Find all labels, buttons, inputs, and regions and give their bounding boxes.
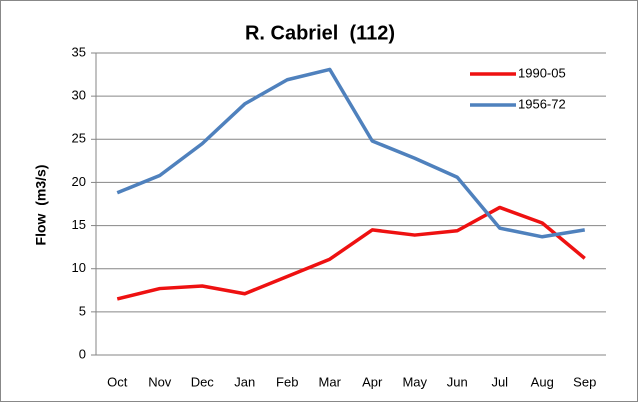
y-tick-label: 15 [72, 217, 86, 232]
y-tick-label: 5 [79, 303, 86, 318]
chart-title: R. Cabriel (112) [245, 22, 395, 44]
y-tick-label: 35 [72, 44, 86, 59]
y-tick-label: 30 [72, 88, 86, 103]
x-tick-label: Feb [276, 374, 298, 389]
x-tick-label: Nov [148, 374, 172, 389]
series-line [116, 205, 586, 301]
series-line [116, 67, 586, 239]
x-tick-label: Oct [107, 374, 128, 389]
x-tick-label: Jun [447, 374, 468, 389]
y-tick-label: 10 [72, 260, 86, 275]
y-axis-label: Flow (m3/s) [33, 165, 49, 246]
x-tick-label: May [402, 374, 427, 389]
x-tick-label: Sep [573, 374, 596, 389]
y-tick-label: 20 [72, 174, 86, 189]
x-tick-label: Mar [319, 374, 342, 389]
x-tick-label: Aug [531, 374, 554, 389]
x-tick-label: Apr [362, 374, 383, 389]
y-tick-label: 0 [79, 346, 86, 361]
legend-label: 1956-72 [518, 96, 566, 111]
y-tick-label: 25 [72, 131, 86, 146]
legend-label: 1990-05 [518, 65, 566, 80]
x-tick-label: Jan [234, 374, 255, 389]
x-tick-label: Dec [191, 374, 215, 389]
x-tick-label: Jul [491, 374, 508, 389]
